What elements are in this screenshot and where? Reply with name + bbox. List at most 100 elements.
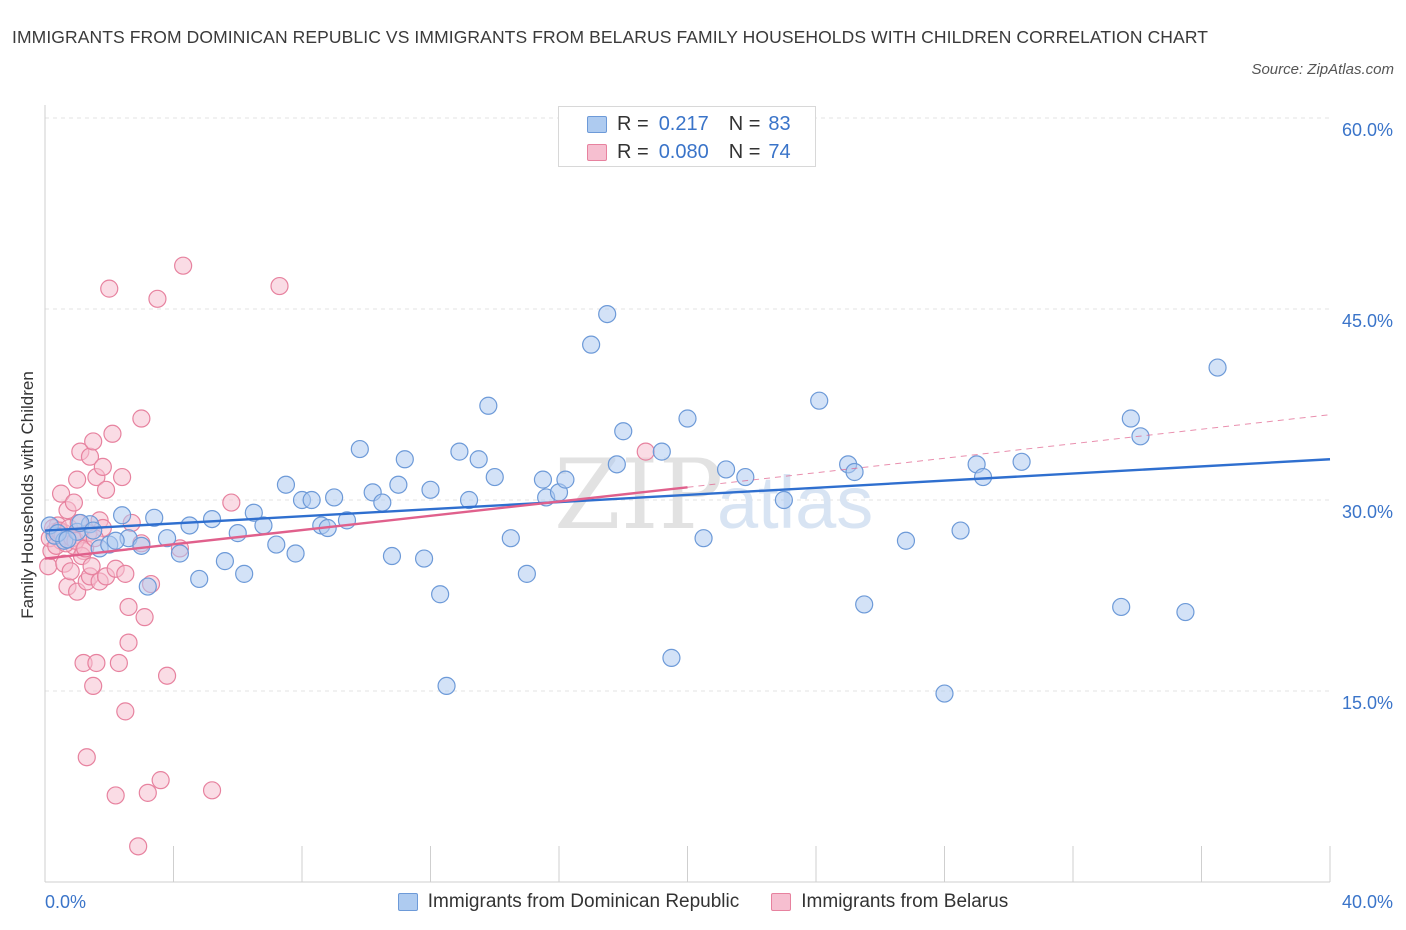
belarus-point bbox=[103, 424, 122, 443]
belarus-point bbox=[151, 771, 170, 790]
dominican-point bbox=[132, 536, 151, 555]
chart-title: IMMIGRANTS FROM DOMINICAN REPUBLIC VS IM… bbox=[12, 27, 1209, 47]
dominican-point bbox=[485, 467, 504, 487]
legend-swatch-blue bbox=[397, 893, 418, 911]
dominican-point bbox=[607, 455, 626, 474]
dominican-point bbox=[180, 516, 199, 535]
dominican-point bbox=[855, 595, 874, 614]
dominican-point bbox=[395, 450, 414, 469]
legend-swatch-blue bbox=[587, 115, 607, 133]
belarus-point bbox=[96, 480, 116, 499]
n-label: N = bbox=[728, 140, 761, 163]
watermark: ZIP atlas bbox=[554, 439, 873, 551]
r-label: R = bbox=[617, 140, 649, 163]
y-tick-label: 45.0% bbox=[1342, 311, 1393, 331]
dominican-point bbox=[202, 509, 222, 529]
belarus-point bbox=[106, 786, 125, 805]
legend-item-dominican[interactable]: Immigrants from Dominican Republic bbox=[397, 891, 739, 913]
dominican-point bbox=[896, 531, 916, 550]
belarus-point bbox=[93, 457, 112, 476]
belarus-point bbox=[148, 289, 167, 308]
dominican-point bbox=[235, 564, 254, 583]
series-legend: Immigrants from Dominican Republic Immig… bbox=[0, 887, 1406, 917]
belarus-point bbox=[119, 633, 138, 652]
dominican-point bbox=[138, 577, 157, 596]
dominican-point bbox=[112, 506, 132, 525]
dominican-point bbox=[517, 564, 536, 583]
dominican-point bbox=[1012, 452, 1031, 471]
belarus-point bbox=[174, 256, 193, 275]
series-dominican-points bbox=[40, 304, 1227, 703]
series-belarus-points bbox=[39, 256, 655, 856]
dominican-point bbox=[244, 503, 263, 522]
n-label: N = bbox=[728, 112, 761, 135]
stats-legend: R = 0.217 N = 83 R = 0.080 N = 74 bbox=[558, 106, 816, 167]
belarus-point bbox=[116, 702, 135, 721]
belarus-point bbox=[222, 493, 241, 512]
belarus-point bbox=[51, 484, 71, 503]
dominican-point bbox=[662, 648, 681, 667]
belarus-point bbox=[64, 493, 84, 512]
dominican-point bbox=[389, 475, 408, 494]
dominican-trend-line bbox=[44, 458, 1331, 532]
dominican-point bbox=[598, 304, 617, 324]
y-tick-label: 15.0% bbox=[1342, 693, 1393, 713]
stats-row-dominican: R = 0.217 N = 83 bbox=[587, 111, 791, 137]
dominican-point bbox=[951, 521, 970, 540]
belarus-point bbox=[87, 653, 106, 673]
n-value: 83 bbox=[768, 112, 791, 135]
dominican-point bbox=[190, 569, 209, 589]
belarus-point bbox=[129, 837, 148, 856]
r-label: R = bbox=[617, 112, 649, 135]
dominican-point bbox=[58, 530, 77, 549]
dominican-point bbox=[736, 467, 755, 487]
belarus-point bbox=[132, 409, 151, 428]
dominican-point bbox=[694, 529, 713, 548]
belarus-point bbox=[157, 666, 177, 685]
belarus-point bbox=[82, 557, 101, 576]
belarus-point bbox=[100, 279, 119, 298]
legend-swatch-pink bbox=[587, 143, 607, 161]
dominican-point bbox=[302, 490, 321, 510]
dominican-point bbox=[421, 480, 440, 499]
dominican-point bbox=[716, 460, 736, 479]
r-value: 0.080 bbox=[658, 140, 709, 163]
dominican-point bbox=[845, 462, 864, 482]
dominican-point bbox=[437, 676, 456, 696]
dominican-point bbox=[678, 409, 697, 428]
belarus-point bbox=[84, 676, 103, 696]
n-value: 74 bbox=[768, 140, 791, 163]
grid-lines bbox=[45, 117, 1330, 692]
dominican-point bbox=[652, 442, 671, 461]
dominican-point bbox=[84, 521, 103, 540]
x-tick-label: 40.0% bbox=[1342, 892, 1393, 912]
dominican-point bbox=[431, 585, 450, 604]
dominican-point bbox=[228, 524, 247, 543]
dominican-point bbox=[935, 684, 954, 703]
belarus-point bbox=[77, 748, 96, 767]
belarus-point bbox=[116, 564, 135, 583]
dominican-point bbox=[810, 391, 829, 410]
belarus-point bbox=[202, 781, 222, 800]
dominican-point bbox=[533, 470, 553, 489]
dominican-point bbox=[582, 335, 601, 354]
dominican-point bbox=[267, 535, 286, 554]
dominican-point bbox=[350, 439, 369, 459]
belarus-point bbox=[636, 442, 655, 461]
dominican-point bbox=[459, 490, 479, 510]
belarus-point bbox=[61, 562, 80, 581]
dominican-point bbox=[501, 529, 520, 548]
dominican-point bbox=[450, 442, 469, 461]
belarus-point bbox=[119, 597, 138, 617]
dominican-point bbox=[286, 544, 305, 563]
tick-labels: 15.0% 30.0% 45.0% 60.0% 0.0% 40.0% bbox=[45, 120, 1393, 912]
dominican-point bbox=[469, 450, 488, 469]
dominican-point bbox=[373, 493, 392, 512]
legend-item-belarus[interactable]: Immigrants from Belarus bbox=[771, 891, 1008, 913]
belarus-trend-line bbox=[44, 486, 688, 560]
trend-lines bbox=[44, 414, 1331, 560]
belarus-point bbox=[135, 608, 154, 627]
dominican-point bbox=[382, 546, 402, 566]
source-label: Source: ZipAtlas.com bbox=[1251, 61, 1394, 78]
